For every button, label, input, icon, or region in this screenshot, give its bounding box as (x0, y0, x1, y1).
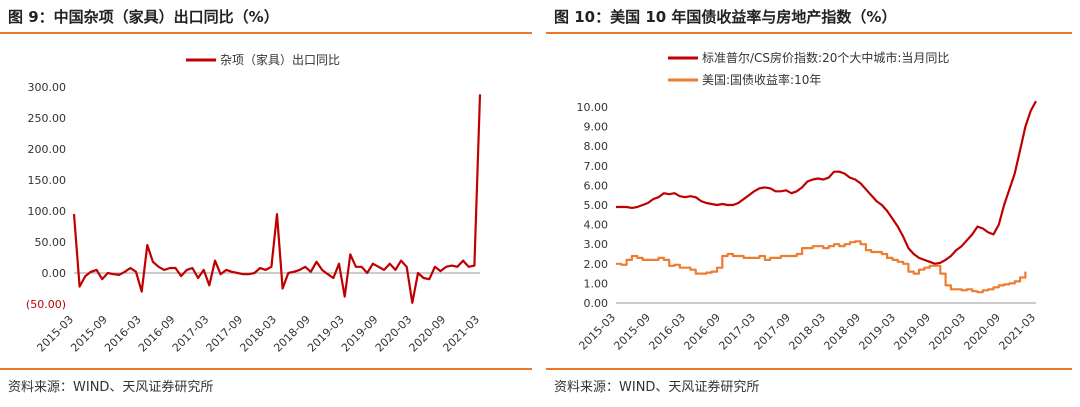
right-y-tick-label: 7.00 (584, 160, 609, 173)
right-y-tick-label: 10.00 (577, 101, 609, 114)
right-y-tick-label: 6.00 (584, 179, 609, 192)
left-y-tick-label: 0.00 (42, 267, 67, 280)
right-x-tick-label: 2018-03 (786, 311, 828, 353)
right-y-tick-label: 5.00 (584, 199, 609, 212)
left-y-tick-label: 150.00 (28, 174, 67, 187)
right-title-rule (546, 32, 1072, 34)
left-source-rule (0, 368, 532, 370)
left-source-note: 资料来源：WIND、天风证券研究所 (8, 380, 214, 395)
left-legend-label-1: 杂项（家具）出口同比 (220, 52, 340, 67)
right-y-tick-label: 4.00 (584, 219, 609, 232)
left-series-line-1 (72, 94, 482, 304)
right-y-tick-label: 8.00 (584, 140, 609, 153)
right-line-chart: 0.00 1.00 2.00 3.00 4.00 5.00 6.00 7.00 8.00 9.00… (576, 50, 1038, 353)
right-series-line-1 (616, 100, 1037, 265)
left-title-rule (0, 32, 532, 34)
left-y-tick-label: 50.00 (35, 236, 67, 249)
right-y-tick-label: 1.00 (584, 277, 609, 290)
right-x-tick-label: 2017-03 (716, 311, 758, 353)
right-legend-label-1: 标准普尔/CS房价指数:20个大中城市:当月同比 (702, 50, 949, 65)
left-y-tick-label: (50.00) (26, 298, 66, 311)
right-series-line-2 (616, 240, 1027, 294)
right-x-tick-label: 2015-09 (611, 311, 653, 353)
right-x-tick-label: 2018-09 (821, 311, 863, 353)
right-source-note: 资料来源：WIND、天风证券研究所 (554, 380, 760, 395)
right-x-tick-label: 2021-03 (996, 311, 1038, 353)
right-x-tick-label: 2016-03 (646, 311, 688, 353)
left-line-chart: (50.00) 0.00 50.00 100.00 150.00 200.00 250.00… (26, 52, 482, 355)
right-source-rule (546, 368, 1072, 370)
left-y-tick-label: 100.00 (28, 205, 67, 218)
left-x-tick-label: 2021-03 (440, 313, 482, 355)
right-figure: 图 10：美国 10 年国债收益率与房地产指数（%） 0.00 1.00 2.00 3… (546, 0, 1080, 407)
right-x-tick-label: 2017-09 (751, 311, 793, 353)
right-y-tick-label: 2.00 (584, 258, 609, 271)
left-y-tick-label: 200.00 (28, 143, 67, 156)
right-y-tick-label: 3.00 (584, 238, 609, 251)
right-x-tick-label: 2016-09 (681, 311, 723, 353)
right-y-tick-label: 9.00 (584, 121, 609, 134)
left-figure: 图 9：中国杂项（家具）出口同比（%） (50.00) 0.00 50.00 100.… (0, 8, 532, 395)
right-y-tick-label: 0.00 (584, 297, 609, 310)
right-x-tick-label: 2015-03 (576, 311, 618, 353)
right-x-tick-label: 2020-03 (926, 311, 968, 353)
right-x-tick-label: 2020-09 (961, 311, 1003, 353)
right-figure-title: 图 10：美国 10 年国债收益率与房地产指数（%） (554, 8, 897, 26)
left-y-tick-label: 250.00 (28, 112, 67, 125)
right-x-tick-label: 2019-03 (856, 311, 898, 353)
left-figure-title: 图 9：中国杂项（家具）出口同比（%） (8, 8, 279, 26)
left-y-tick-label: 300.00 (28, 81, 67, 94)
right-legend-label-2: 美国:国债收益率:10年 (702, 72, 821, 87)
right-x-tick-label: 2019-09 (891, 311, 933, 353)
